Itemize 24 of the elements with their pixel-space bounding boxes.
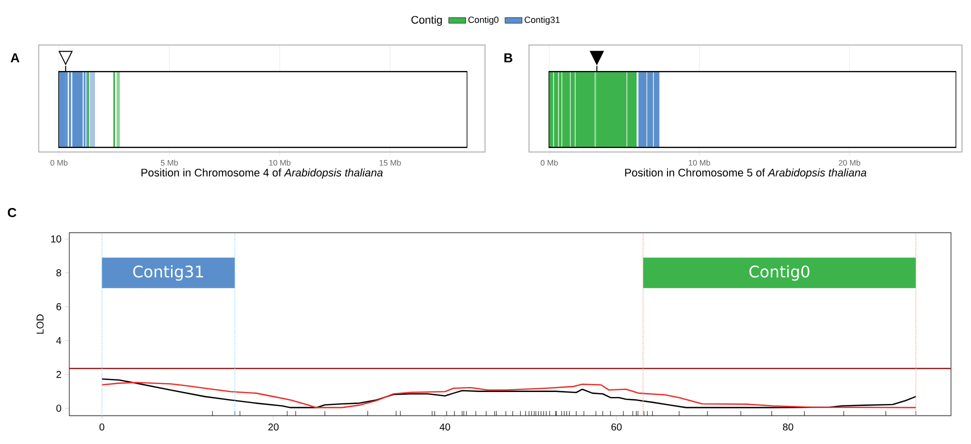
y-tick-label: 6: [56, 303, 62, 310]
ref-line-label: ▽: [58, 50, 73, 66]
x-axis-title: Position in Chromosome 4 of Arabidopsis thaliana: [142, 168, 383, 179]
ref-line-label: ▼: [590, 50, 604, 66]
x-axis-title: Position in Chromosome 5 of Arabidopsis thaliana: [625, 168, 866, 179]
x-tick-label: 60: [611, 423, 622, 431]
band-label: Contig0: [749, 265, 810, 281]
legend-label: Contig0: [468, 16, 498, 25]
legend-label: Contig31: [524, 16, 560, 25]
x-tick-label: 0: [100, 423, 104, 431]
x-tick-label: 80: [782, 423, 794, 431]
chart-title: A: [10, 53, 20, 62]
y-tick-label: 4: [56, 337, 62, 344]
x-tick-label: 40: [440, 423, 450, 431]
x-tick-label: 20: [268, 423, 279, 431]
chart-title: C: [8, 208, 16, 218]
y-tick-label: 10: [51, 235, 62, 242]
band-label: Contig31: [133, 265, 203, 281]
legend-title: Contig: [411, 16, 442, 26]
chart-title: B: [504, 53, 512, 62]
y-tick-label: 0: [56, 404, 62, 412]
y-tick-label: 8: [56, 269, 62, 276]
y-tick-label: 2: [56, 370, 62, 378]
y-axis-title: LOD: [36, 314, 44, 334]
